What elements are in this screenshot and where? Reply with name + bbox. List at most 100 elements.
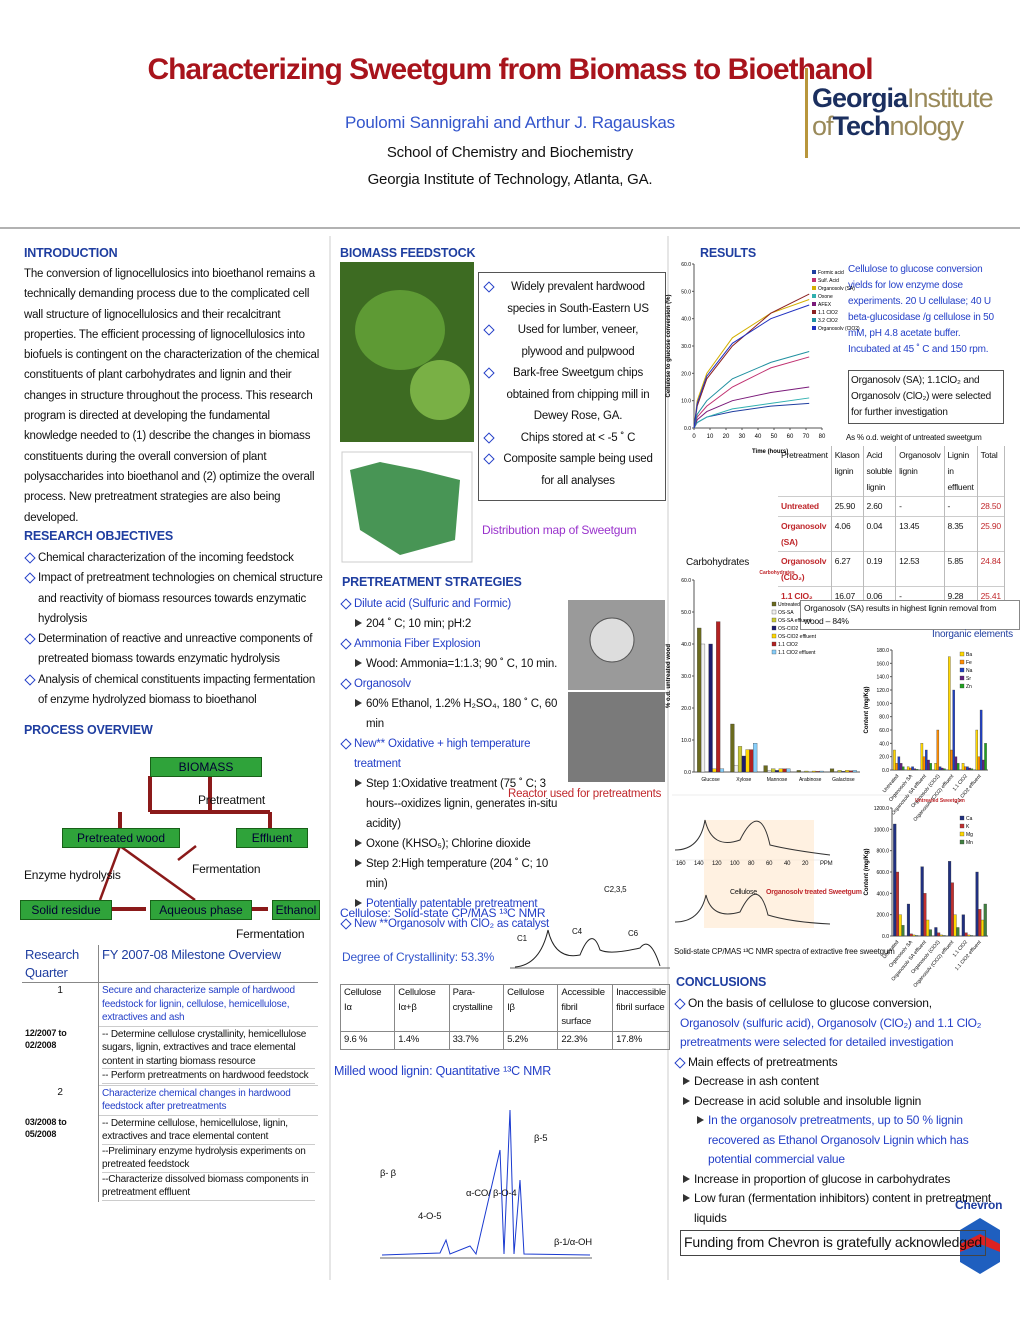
detail: Step 2:High temperature (204 ˚ C; 10 min… <box>354 854 560 894</box>
cell: 22.3% <box>557 1031 614 1050</box>
bar <box>984 743 987 771</box>
legend-swatch <box>959 667 965 673</box>
bar <box>782 768 787 773</box>
row: Organosolv (ClO₂) 6.27 0.19 12.53 5.85 24.84 <box>778 550 1005 587</box>
bar <box>811 770 817 773</box>
process-node: Pretreated wood <box>62 828 180 848</box>
bar <box>906 766 910 771</box>
y-tick-label: 140.0 <box>876 675 889 681</box>
tasks: -- Determine cellulose, hemicellulose, l… <box>99 1115 319 1202</box>
ppm-tick: 20 <box>802 861 809 867</box>
logo-word: of <box>812 111 834 142</box>
process-label: Enzyme hydrolysis <box>24 868 121 882</box>
peak-label: C4 <box>572 927 582 936</box>
cell: 33.7% <box>448 1031 505 1050</box>
bar <box>708 643 713 773</box>
header-cell: Research Quarter <box>22 945 99 984</box>
bar <box>697 627 702 773</box>
y-tick-label: 800.0 <box>876 849 889 855</box>
objective: Impact of pretreatment technologies on c… <box>24 568 324 629</box>
legend-label: OS-SA <box>778 610 794 616</box>
crystallinity: Cellulose Iα Cellulose Iα+β Para-crystalli… <box>339 983 670 1050</box>
bar <box>852 770 857 773</box>
caption: Solid-state CP/MAS ¹³C NMR spectra of ex… <box>674 947 895 956</box>
y-tick-label: 40.0 <box>681 317 691 323</box>
row: 2 Characterize chemical changes in hardwo… <box>22 1084 318 1116</box>
bar <box>939 934 943 937</box>
legend-label: Organosolv (ClO2) <box>818 326 860 332</box>
header-cell: Total <box>977 446 1005 497</box>
logo-word: nology <box>889 111 965 142</box>
legend-swatch <box>771 609 777 615</box>
y-tick-label: 20.0 <box>681 706 691 712</box>
bar <box>982 759 985 771</box>
cell: 1.4% <box>394 1031 450 1050</box>
logo-line: GeorgiaInstitute <box>812 84 994 112</box>
bar <box>829 768 835 773</box>
bar <box>841 771 846 773</box>
cell: 4.06 <box>831 515 864 552</box>
legend-label: Na <box>966 668 973 674</box>
legend-swatch <box>812 318 816 322</box>
bar <box>837 770 842 773</box>
y-tick-label: 20.0 <box>879 755 889 761</box>
detail: Decrease in ash content <box>682 1072 1000 1092</box>
header-cell: Para-crystalline <box>448 983 505 1033</box>
heading: PROCESS OVERVIEW <box>24 723 153 737</box>
number: 2 <box>22 1085 99 1116</box>
detail: Increase in proportion of glucose in car… <box>682 1170 1000 1190</box>
bar <box>901 925 905 937</box>
y-tick-label: 10.0 <box>681 738 691 744</box>
spectrum-label: Organosolv treated Sweetgum <box>766 889 862 896</box>
pretreatment: New **Organosolv with ClO₂ as catalyst <box>340 914 560 934</box>
bar <box>937 932 941 937</box>
bar <box>961 763 965 771</box>
bar <box>911 766 914 771</box>
line <box>693 386 810 429</box>
y-tick-label: 0.0 <box>882 768 889 774</box>
x-tick-label: Mannose <box>767 777 788 783</box>
y-axis-label: Cellulose to glucose conversion (%) <box>666 294 672 397</box>
legend-swatch <box>959 651 965 657</box>
cell: 24.84 <box>977 550 1005 587</box>
bar <box>700 643 706 773</box>
y-tick-label: 0.0 <box>684 770 691 776</box>
task: --Preliminary enzyme hydrolysis experime… <box>102 1145 315 1173</box>
bar <box>938 766 942 771</box>
bar <box>845 770 850 773</box>
bar <box>915 935 919 937</box>
legend-label: 1.1 ClO2 <box>778 642 798 648</box>
legend-swatch <box>771 617 777 623</box>
y-tick-label: 20.0 <box>681 371 691 377</box>
peak-label: β-5 <box>534 1133 548 1144</box>
caption: As % o.d. weight of untreated sweetgum <box>846 433 982 442</box>
bar <box>771 768 776 773</box>
note: Cellulose to glucose conversion yields f… <box>848 264 994 355</box>
bar <box>915 769 919 771</box>
x-tick-label: 50 <box>771 434 778 440</box>
legend-swatch <box>959 815 965 821</box>
caption: Distribution map of Sweetgum <box>482 523 637 537</box>
x-tick-label: 80 <box>819 434 826 440</box>
peak-label: C1 <box>517 934 527 943</box>
logo-line: ofTechnology <box>812 112 992 140</box>
row: Research Quarter FY 2007-08 Milestone Ove… <box>22 945 318 984</box>
bar <box>979 709 983 771</box>
header-cell: Organosolv lignin <box>895 446 945 497</box>
x-axis-label: Time (hours) <box>752 449 788 455</box>
authors: Poulomi Sannigrahi and Arthur J. Ragausk… <box>345 113 675 132</box>
legend-label: OS-SA effluent <box>778 618 812 624</box>
y-tick-label: 10.0 <box>681 399 691 405</box>
detail: Wood: Ammonia=1:1.3; 90 ˚ C, 10 min. <box>354 654 560 674</box>
cell: 8.35 <box>944 515 978 552</box>
y-tick-label: 30.0 <box>681 674 691 680</box>
legend-swatch <box>771 601 777 607</box>
row: Cellulose Iα Cellulose Iα+β Para-crystalli… <box>339 983 670 1033</box>
legend-label: 3.2 ClO2 <box>818 318 838 324</box>
bar <box>897 756 901 771</box>
bar <box>895 763 898 771</box>
cell: 17.8% <box>612 1031 670 1050</box>
cell: - <box>944 496 978 517</box>
bar <box>895 871 900 937</box>
